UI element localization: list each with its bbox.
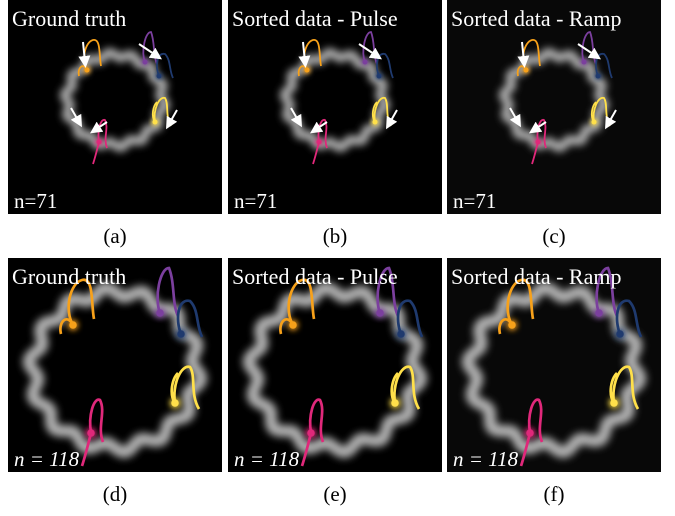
trajectory-dot (377, 74, 382, 79)
sample-count: n = 118 (453, 447, 519, 471)
trajectory-dot (156, 309, 164, 317)
panel-caption: (f) (544, 482, 565, 506)
sample-count: n=71 (453, 189, 496, 213)
panel: Sorted data - Pulse n = 118 (228, 258, 442, 472)
panel: Sorted data - Ramp n=71 (447, 0, 661, 214)
trajectory-dot (363, 60, 368, 65)
panel-image (8, 0, 222, 214)
trajectory-dot (616, 330, 624, 338)
trajectory-dot (143, 60, 148, 65)
sample-count: n=71 (234, 189, 277, 213)
panel-image (447, 0, 661, 214)
panel-caption: (d) (103, 482, 128, 506)
trajectory-dot (508, 321, 516, 329)
trajectory-dot (376, 309, 384, 317)
trajectory-dot (85, 68, 90, 73)
trajectory-dot (157, 74, 162, 79)
trajectory-dot (153, 120, 158, 125)
trajectory-dot (177, 330, 185, 338)
trajectory-dot (317, 140, 322, 145)
panel-title: Sorted data - Ramp (451, 264, 621, 289)
trajectory-dot (307, 429, 315, 437)
panel: Ground truth n = 118 (8, 258, 222, 472)
panel-title: Sorted data - Pulse (232, 264, 398, 289)
panel-title: Ground truth (12, 264, 126, 289)
panel-caption: (e) (323, 482, 346, 506)
figure: Ground truth n=71 (a) Sorted data - Pulse n=… (0, 0, 675, 511)
sample-count: n = 118 (14, 447, 80, 471)
trajectory-dot (69, 321, 77, 329)
trajectory-dot (97, 140, 102, 145)
trajectory-dot (171, 399, 179, 407)
panel: Ground truth n=71 (8, 0, 222, 214)
trajectory-dot (289, 321, 297, 329)
trajectory-dot (391, 399, 399, 407)
trajectory-dot (373, 120, 378, 125)
trajectory-dot (610, 399, 618, 407)
panel-title: Sorted data - Pulse (232, 6, 398, 31)
trajectory-dot (536, 140, 541, 145)
panel-title: Ground truth (12, 6, 126, 31)
trajectory-dot (526, 429, 534, 437)
panel-caption: (c) (542, 224, 565, 248)
panel-caption: (a) (103, 224, 126, 248)
panel-caption: (b) (323, 224, 348, 248)
panel: Sorted data - Pulse n=71 (228, 0, 442, 214)
trajectory-dot (595, 309, 603, 317)
trajectory-dot (305, 68, 310, 73)
panel-image (228, 0, 442, 214)
trajectory-dot (596, 74, 601, 79)
trajectory-dot (524, 68, 529, 73)
sample-count: n=71 (14, 189, 57, 213)
trajectory-dot (87, 429, 95, 437)
trajectory-dot (592, 120, 597, 125)
sample-count: n = 118 (234, 447, 300, 471)
trajectory-dot (582, 60, 587, 65)
trajectory-dot (397, 330, 405, 338)
panel-title: Sorted data - Ramp (451, 6, 621, 31)
panel: Sorted data - Ramp n = 118 (447, 258, 661, 472)
